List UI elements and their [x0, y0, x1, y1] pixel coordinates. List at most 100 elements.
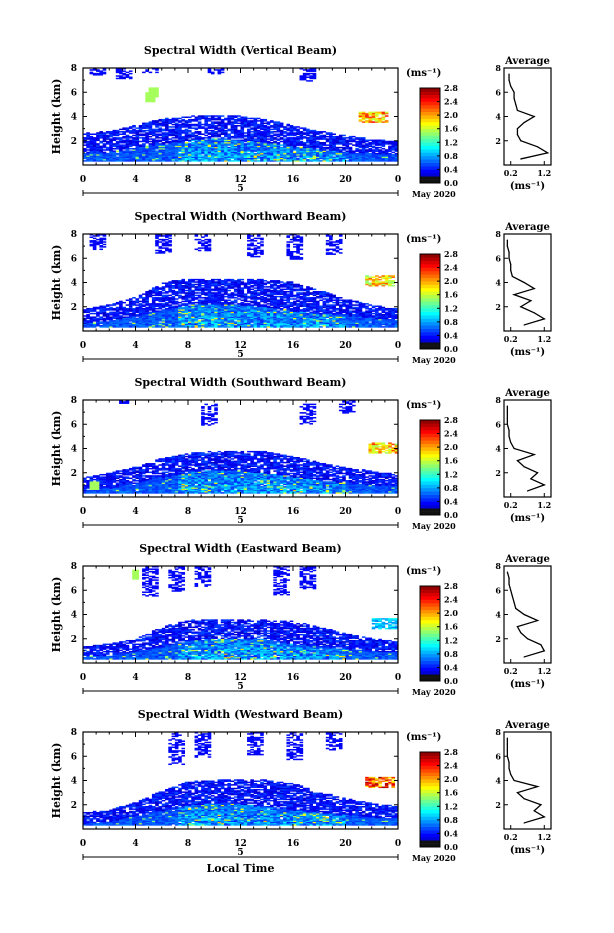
heatmap-cell: [267, 298, 271, 300]
heatmap-cell: [221, 293, 225, 295]
heatmap-cell: [227, 302, 231, 304]
heatmap-cell: [250, 253, 254, 255]
heatmap-cell: [165, 118, 169, 120]
heatmap-cell: [336, 136, 340, 138]
heatmap-cell: [375, 147, 379, 149]
heatmap-cell: [231, 115, 235, 117]
average-x-tick-label: 0.2: [504, 168, 518, 178]
heatmap-cell: [99, 245, 103, 247]
heatmap-cell: [227, 279, 231, 281]
heatmap-cell: [106, 153, 110, 155]
heatmap-cell: [234, 321, 238, 323]
heatmap-cell: [375, 153, 379, 155]
heatmap-cell: [270, 284, 274, 286]
heatmap-cell: [103, 143, 107, 145]
colorbar-tick-label: 0.0: [444, 178, 458, 188]
heatmap-cell: [208, 115, 212, 117]
heatmap-cell: [165, 283, 169, 285]
heatmap-cell: [382, 148, 386, 150]
heatmap-cell: [254, 280, 258, 282]
heatmap-cell: [185, 290, 189, 292]
heatmap-cell: [283, 291, 287, 293]
heatmap-cell: [247, 120, 251, 122]
heatmap-cell: [132, 125, 136, 127]
heatmap-cell: [162, 283, 166, 285]
heatmap-cell: [201, 236, 205, 238]
heatmap-cell: [139, 141, 143, 143]
heatmap-cell: [149, 312, 153, 314]
heatmap-cell: [257, 160, 261, 162]
heatmap-cell: [296, 292, 300, 294]
heatmap-cell: [250, 120, 254, 122]
heatmap-cell: [155, 310, 159, 312]
heatmap-cell: [126, 304, 130, 306]
heatmap-cell: [201, 285, 205, 287]
heatmap-cell: [172, 118, 176, 120]
heatmap-cell: [234, 140, 238, 142]
heatmap-cell: [283, 299, 287, 301]
heatmap-cell: [319, 135, 323, 137]
heatmap-cell: [113, 137, 117, 139]
heatmap-cell: [158, 291, 162, 293]
heatmap-cell: [254, 138, 258, 140]
heatmap-cell: [201, 137, 205, 139]
heatmap-cell: [106, 321, 110, 323]
heatmap-cell: [155, 120, 159, 122]
average-y-tick-label: 6: [495, 87, 501, 97]
heatmap-cell: [323, 147, 327, 149]
heatmap-cell: [99, 238, 103, 240]
heatmap-cell: [191, 132, 195, 134]
heatmap-cell: [149, 290, 153, 292]
heatmap-cell: [214, 115, 218, 117]
heatmap-cell: [368, 112, 372, 114]
heatmap-cell: [204, 239, 208, 241]
heatmap-cell: [231, 292, 235, 294]
heatmap-cell: [109, 138, 113, 140]
heatmap-cell: [155, 133, 159, 135]
heatmap-cell: [267, 281, 271, 283]
heatmap-cell: [247, 247, 251, 249]
heatmap-cell: [300, 127, 304, 129]
heatmap-cell: [158, 140, 162, 142]
heatmap-cell: [221, 302, 225, 304]
heatmap-cell: [96, 241, 100, 243]
heatmap-cell: [382, 117, 386, 119]
heatmap-cell: [93, 316, 97, 318]
heatmap-cell: [162, 309, 166, 311]
heatmap-cell: [129, 298, 133, 300]
heatmap-cell: [162, 129, 166, 131]
heatmap-cell: [149, 72, 153, 74]
heatmap-cell: [103, 241, 107, 243]
heatmap-cell: [375, 118, 379, 120]
heatmap-cell: [132, 297, 136, 299]
heatmap-cell: [378, 118, 382, 120]
heatmap-cell: [290, 302, 294, 304]
heatmap-cell: [208, 304, 212, 306]
heatmap-cell: [241, 287, 245, 289]
heatmap-cell: [149, 143, 153, 145]
heatmap-cell: [221, 137, 225, 139]
heatmap-cell: [309, 73, 313, 75]
heatmap-cell: [119, 129, 123, 131]
heatmap-cell: [99, 131, 103, 133]
heatmap-cell: [195, 304, 199, 306]
colorbar-cell: [420, 122, 440, 126]
heatmap-cell: [175, 301, 179, 303]
heatmap-cell: [126, 74, 130, 76]
heatmap-cell: [86, 132, 90, 134]
heatmap-cell: [382, 121, 386, 123]
heatmap-cell: [198, 121, 202, 123]
heatmap-cell: [195, 302, 199, 304]
heatmap-cell: [237, 125, 241, 127]
heatmap-cell: [244, 135, 248, 137]
heatmap-cell: [286, 124, 290, 126]
heatmap-cell: [247, 296, 251, 298]
heatmap-cell: [218, 115, 222, 117]
heatmap-cell: [162, 132, 166, 134]
heatmap-cell: [267, 306, 271, 308]
heatmap-cell: [277, 138, 281, 140]
heatmap-cell: [211, 279, 215, 281]
heatmap-cell: [175, 118, 179, 120]
heatmap-cell: [103, 306, 107, 308]
heatmap-cell: [181, 307, 185, 309]
